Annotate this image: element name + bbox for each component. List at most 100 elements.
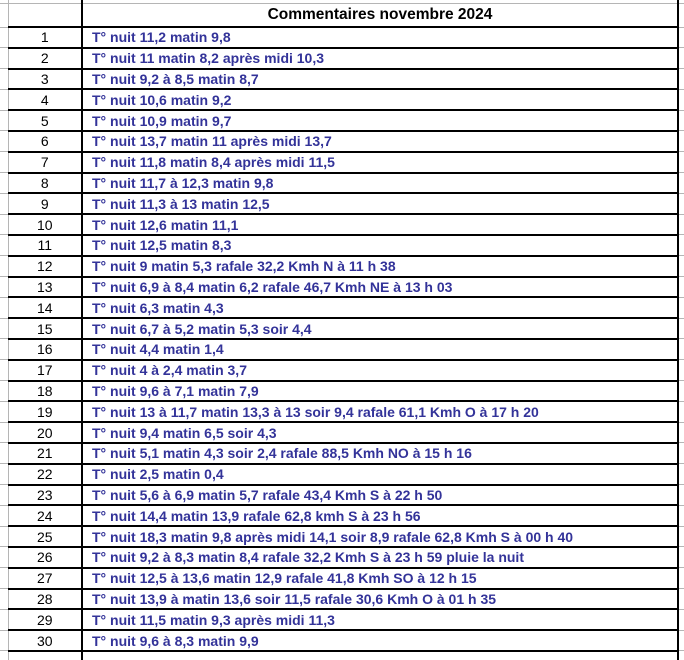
comment-cell[interactable]: T° nuit 2,5 matin 0,4 <box>82 463 679 486</box>
gridline-sliver <box>0 567 9 590</box>
header-number-cell[interactable] <box>8 3 83 28</box>
row-number-cell[interactable]: 7 <box>8 151 83 174</box>
comment-cell[interactable]: T° nuit 9,2 à 8,3 matin 8,4 rafale 32,2 … <box>82 546 679 569</box>
gridline-sliver <box>0 505 9 527</box>
comment-cell[interactable]: T° nuit 5,6 à 6,9 matin 5,7 rafale 43,4 … <box>82 484 679 507</box>
row-number-cell[interactable]: 28 <box>8 588 83 611</box>
gridline-sliver <box>678 27 684 49</box>
row-number-cell[interactable]: 19 <box>8 401 83 424</box>
gridline-sliver <box>0 650 9 660</box>
gridline-sliver <box>678 297 684 319</box>
gridline-sliver <box>0 526 9 548</box>
row-number-cell[interactable]: 10 <box>8 214 83 236</box>
table-row: 29 T° nuit 11,5 matin 9,3 après midi 11,3 <box>0 609 684 632</box>
gridline-sliver <box>0 630 9 652</box>
comment-cell[interactable]: T° nuit 9,4 matin 6,5 soir 4,3 <box>82 422 679 444</box>
comment-cell[interactable]: T° nuit 9,2 à 8,5 matin 8,7 <box>82 68 679 91</box>
gridline-sliver <box>8 650 83 660</box>
gridline-sliver <box>0 297 9 319</box>
comment-cell[interactable]: T° nuit 10,9 matin 9,7 <box>82 110 679 132</box>
row-number-cell[interactable]: 13 <box>8 276 83 299</box>
row-number-cell[interactable]: 21 <box>8 442 83 465</box>
row-number-cell[interactable]: 22 <box>8 463 83 486</box>
row-number-cell[interactable]: 14 <box>8 297 83 320</box>
gridline-sliver <box>0 276 9 298</box>
cutoff-row-top <box>0 0 684 4</box>
comment-cell[interactable]: T° nuit 4 à 2,4 matin 3,7 <box>82 359 679 382</box>
table-row: 22 T° nuit 2,5 matin 0,4 <box>0 463 684 486</box>
row-number-cell[interactable]: 1 <box>8 27 83 49</box>
row-number-cell[interactable]: 26 <box>8 546 83 569</box>
row-number-cell[interactable]: 20 <box>8 422 83 444</box>
table-header-title[interactable]: Commentaires novembre 2024 <box>82 3 679 28</box>
gridline-sliver <box>0 484 9 506</box>
row-number-cell[interactable]: 16 <box>8 338 83 361</box>
gridline-sliver <box>678 3 684 28</box>
gridline-sliver <box>678 442 684 465</box>
gridline-sliver <box>0 359 9 382</box>
gridline-sliver <box>678 234 684 257</box>
comment-cell[interactable]: T° nuit 11,3 à 13 matin 12,5 <box>82 193 679 216</box>
row-number-cell[interactable]: 4 <box>8 89 83 112</box>
comment-cell[interactable]: T° nuit 9,6 à 8,3 matin 9,9 <box>82 630 679 652</box>
comment-cell[interactable]: T° nuit 13 à 11,7 matin 13,3 à 13 soir 9… <box>82 401 679 424</box>
row-number-cell[interactable]: 15 <box>8 318 83 340</box>
table-row: 24 T° nuit 14,4 matin 13,9 rafale 62,8 km… <box>0 505 684 528</box>
row-number-cell[interactable]: 2 <box>8 47 83 70</box>
comment-cell[interactable]: T° nuit 9,6 à 7,1 matin 7,9 <box>82 380 679 403</box>
gridline-sliver <box>0 609 9 631</box>
row-number-cell[interactable]: 18 <box>8 380 83 403</box>
gridline-sliver <box>0 463 9 486</box>
gridline-sliver <box>678 47 684 70</box>
row-number-cell[interactable]: 6 <box>8 130 83 153</box>
comment-cell[interactable]: T° nuit 6,7 à 5,2 matin 5,3 soir 4,4 <box>82 318 679 340</box>
comment-cell[interactable]: T° nuit 10,6 matin 9,2 <box>82 89 679 112</box>
gridline-sliver <box>678 422 684 444</box>
comment-cell[interactable]: T° nuit 11,2 matin 9,8 <box>82 27 679 49</box>
gridline-sliver <box>678 567 684 590</box>
comment-cell[interactable]: T° nuit 13,9 à matin 13,6 soir 11,5 rafa… <box>82 588 679 611</box>
row-number-cell[interactable]: 9 <box>8 193 83 216</box>
table-row: 10 T° nuit 12,6 matin 11,1 <box>0 214 684 236</box>
row-number-cell[interactable]: 30 <box>8 630 83 652</box>
comment-cell[interactable]: T° nuit 6,9 à 8,4 matin 6,2 rafale 46,7 … <box>82 276 679 299</box>
gridline-sliver <box>678 526 684 548</box>
row-number-cell[interactable]: 23 <box>8 484 83 507</box>
table-row: 19 T° nuit 13 à 11,7 matin 13,3 à 13 soir… <box>0 401 684 424</box>
row-number-cell[interactable]: 17 <box>8 359 83 382</box>
gridline-sliver <box>0 214 9 236</box>
comment-cell[interactable]: T° nuit 12,6 matin 11,1 <box>82 214 679 236</box>
row-number-cell[interactable]: 8 <box>8 172 83 195</box>
table-row: 6 T° nuit 13,7 matin 11 après midi 13,7 <box>0 130 684 153</box>
gridline-sliver <box>0 588 9 610</box>
row-number-cell[interactable]: 24 <box>8 505 83 528</box>
row-number-cell[interactable]: 25 <box>8 526 83 548</box>
row-number-cell[interactable]: 12 <box>8 255 83 278</box>
comment-cell[interactable]: T° nuit 18,3 matin 9,8 après midi 14,1 s… <box>82 526 679 548</box>
gridline-sliver <box>0 380 9 402</box>
row-number-cell[interactable]: 5 <box>8 110 83 132</box>
table-row: 17 T° nuit 4 à 2,4 matin 3,7 <box>0 359 684 382</box>
gridline-sliver <box>678 359 684 382</box>
comment-cell[interactable]: T° nuit 11,8 matin 8,4 après midi 11,5 <box>82 151 679 174</box>
comment-cell[interactable]: T° nuit 4,4 matin 1,4 <box>82 338 679 361</box>
comment-cell[interactable]: T° nuit 9 matin 5,3 rafale 32,2 Kmh N à … <box>82 255 679 278</box>
comment-cell[interactable]: T° nuit 11 matin 8,2 après midi 10,3 <box>82 47 679 70</box>
comment-cell[interactable]: T° nuit 12,5 matin 8,3 <box>82 234 679 257</box>
gridline-sliver <box>0 130 9 153</box>
comment-cell[interactable]: T° nuit 11,7 à 12,3 matin 9,8 <box>82 172 679 195</box>
table-row: 30 T° nuit 9,6 à 8,3 matin 9,9 <box>0 630 684 652</box>
row-number-cell[interactable]: 27 <box>8 567 83 590</box>
gridline-sliver <box>0 442 9 465</box>
comment-cell[interactable]: T° nuit 12,5 à 13,6 matin 12,9 rafale 41… <box>82 567 679 590</box>
comment-cell[interactable]: T° nuit 6,3 matin 4,3 <box>82 297 679 320</box>
comment-cell[interactable]: T° nuit 11,5 matin 9,3 après midi 11,3 <box>82 609 679 632</box>
comment-cell[interactable]: T° nuit 14,4 matin 13,9 rafale 62,8 kmh … <box>82 505 679 528</box>
comment-cell[interactable]: T° nuit 13,7 matin 11 après midi 13,7 <box>82 130 679 153</box>
gridline-sliver <box>678 255 684 278</box>
row-number-cell[interactable]: 29 <box>8 609 83 632</box>
comment-cell[interactable]: T° nuit 5,1 matin 4,3 soir 2,4 rafale 88… <box>82 442 679 465</box>
row-number-cell[interactable]: 3 <box>8 68 83 91</box>
row-number-cell[interactable]: 11 <box>8 234 83 257</box>
